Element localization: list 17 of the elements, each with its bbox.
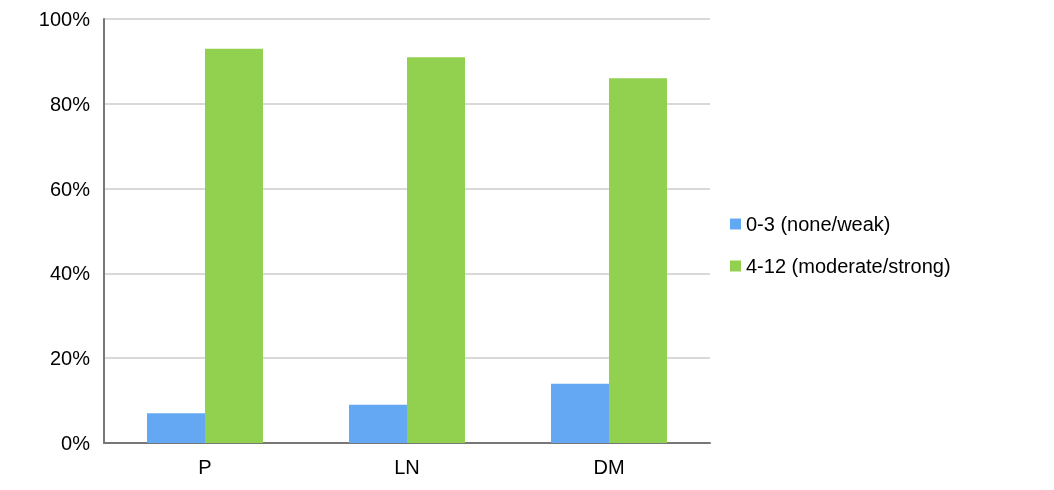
bar <box>147 413 205 443</box>
y-tick-label: 40% <box>49 262 91 285</box>
y-tick-label: 0% <box>61 432 91 454</box>
y-tick-label: 100% <box>38 8 91 30</box>
bar <box>349 404 407 443</box>
y-tick-label: 60% <box>49 177 91 200</box>
x-tick-label: P <box>198 456 212 478</box>
y-tick-label: 80% <box>49 92 91 115</box>
bar <box>609 78 667 443</box>
bar <box>551 383 609 443</box>
legend-label: 0-3 (none/weak) <box>746 213 891 235</box>
legend-label: 4-12 (moderate/strong) <box>746 255 951 277</box>
bar <box>407 57 465 443</box>
x-tick-label: DM <box>593 456 625 478</box>
x-tick-label: LN <box>394 456 420 478</box>
bar <box>205 48 263 443</box>
y-tick-label: 20% <box>49 347 91 370</box>
